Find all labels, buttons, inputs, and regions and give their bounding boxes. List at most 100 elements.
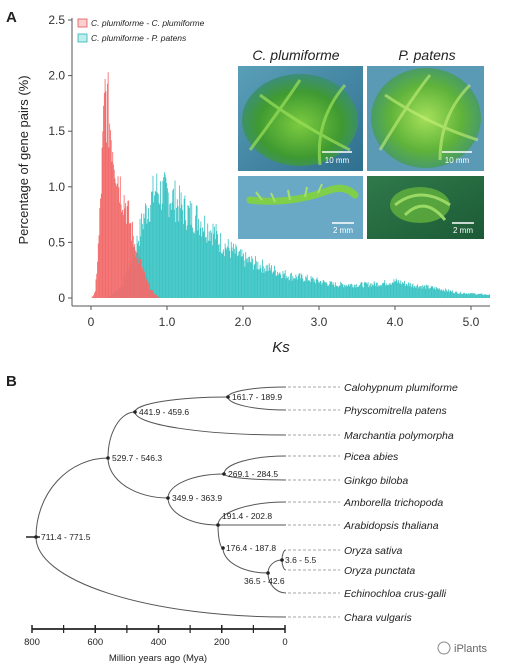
bar-cross: [193, 231, 195, 298]
bar-self: [154, 293, 156, 298]
bar-cross: [157, 193, 159, 298]
bar-cross: [364, 281, 366, 298]
taxon-name: Ginkgo biloba: [344, 475, 408, 487]
bar-cross: [353, 287, 355, 298]
bar-cross: [376, 282, 378, 298]
bar-cross: [303, 280, 305, 298]
bar-cross: [280, 274, 282, 298]
bar-cross: [348, 284, 350, 298]
bar-cross: [484, 294, 486, 298]
bar-self: [148, 283, 150, 298]
bar-cross: [477, 294, 479, 298]
bar-cross: [181, 204, 183, 298]
bar-cross: [436, 288, 438, 298]
bar-self: [110, 140, 112, 298]
bar-cross: [250, 262, 252, 298]
bar-cross: [405, 283, 407, 298]
bar-cross: [171, 202, 173, 298]
bar-cross: [319, 281, 321, 298]
bar-cross: [290, 273, 291, 298]
bar-cross: [273, 271, 275, 298]
bar-cross: [461, 293, 462, 298]
bar-cross: [258, 269, 260, 298]
bar-cross: [167, 192, 169, 298]
bar-self: [138, 255, 140, 298]
bar-cross: [259, 264, 261, 298]
bar-cross: [268, 270, 269, 298]
bar-cross: [141, 213, 143, 298]
time-tick-label: 800: [24, 637, 40, 648]
bar-cross: [284, 273, 285, 298]
bar-cross: [180, 192, 182, 298]
y-ticks: 0 0.5 1.0 1.5 2.0 2.5: [48, 13, 72, 305]
bar-self: [113, 169, 115, 298]
bar-cross: [208, 231, 210, 298]
bar-cross: [350, 283, 352, 298]
bar-cross: [388, 284, 390, 298]
bar-cross: [397, 282, 399, 298]
bar-cross: [423, 286, 424, 298]
node-mosses: [226, 395, 230, 399]
bar-cross: [210, 230, 212, 298]
legend-swatch-self: [77, 18, 88, 28]
bar-cross: [246, 257, 248, 298]
bar-self: [115, 183, 117, 298]
bar-self: [137, 252, 139, 298]
bar-cross: [183, 198, 185, 298]
bar-cross: [467, 294, 469, 298]
bar-self: [119, 176, 121, 298]
bar-cross: [200, 221, 202, 298]
bar-cross: [249, 256, 250, 298]
bar-cross: [425, 288, 427, 298]
bar-cross: [334, 287, 336, 298]
bar-cross: [372, 285, 374, 298]
bar-cross: [297, 275, 299, 298]
bar-self: [94, 292, 95, 298]
bar-cross: [267, 264, 269, 298]
x-tick-label: 2.0: [235, 315, 252, 329]
bar-self: [113, 164, 114, 298]
time-tick-label: 200: [214, 637, 230, 648]
bar-cross: [197, 230, 199, 298]
bar-cross: [150, 204, 152, 298]
bar-cross: [144, 203, 146, 298]
bar-cross: [252, 269, 254, 298]
bar-cross: [432, 286, 434, 298]
bar-cross: [466, 293, 468, 298]
bar-self: [106, 83, 108, 298]
bar-cross: [334, 282, 336, 298]
bar-cross: [217, 234, 219, 298]
bar-self: [116, 183, 118, 298]
bar-cross: [438, 289, 440, 298]
bar-self: [145, 280, 147, 298]
bar-cross: [471, 293, 472, 298]
bar-cross: [402, 283, 404, 298]
bar-cross: [384, 279, 386, 298]
time-axis-label: Million years ago (Mya): [109, 653, 207, 664]
bar-cross: [385, 283, 387, 298]
bar-cross: [362, 286, 364, 298]
bar-cross: [437, 288, 439, 298]
scale-label-bottom-right: 2 mm: [453, 226, 473, 235]
bar-cross: [338, 285, 340, 298]
bar-cross: [311, 278, 313, 298]
bar-cross: [235, 244, 237, 298]
bar-cross: [323, 280, 325, 298]
bar-cross: [287, 276, 289, 298]
bar-cross: [347, 284, 349, 298]
bar-cross: [338, 287, 339, 298]
bar-cross: [315, 283, 317, 298]
bar-cross: [306, 274, 308, 298]
legend-swatch-cross: [77, 33, 88, 43]
bar-self: [119, 202, 120, 298]
scale-label-top-left: 10 mm: [325, 156, 350, 165]
bar-cross: [296, 279, 298, 298]
bar-cross: [372, 284, 374, 298]
bar-self: [144, 275, 146, 298]
bar-self: [144, 271, 146, 298]
bar-cross: [274, 265, 276, 298]
bar-cross: [458, 293, 460, 298]
bar-cross: [170, 203, 171, 298]
node-label-angio-inner: 176.4 - 187.8: [226, 543, 276, 553]
bar-cross: [294, 279, 296, 298]
